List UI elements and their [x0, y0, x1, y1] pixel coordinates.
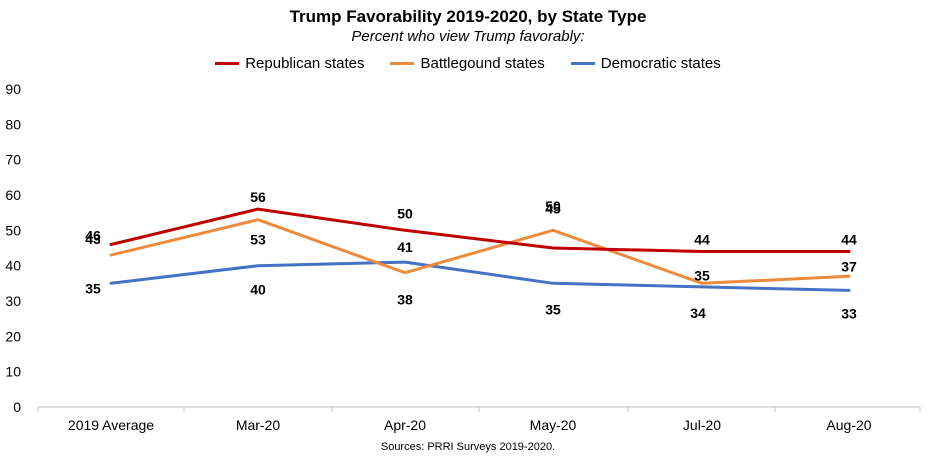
data-label: 40	[250, 282, 266, 298]
data-label: 41	[397, 239, 413, 255]
data-label: 46	[85, 227, 101, 243]
chart-subtitle: Percent who view Trump favorably:	[351, 28, 585, 45]
y-tick-label: 20	[5, 328, 21, 344]
legend-item-battleground: Battlegound states	[390, 55, 545, 72]
source-note: Sources: PRRI Surveys 2019-2020.	[380, 441, 556, 453]
data-label: 35	[694, 267, 710, 283]
x-tick-label: 2019 Average	[68, 417, 154, 433]
y-tick-label: 50	[5, 222, 21, 238]
legend-item-republican: Republican states	[215, 55, 364, 72]
y-tick-label: 90	[5, 81, 21, 97]
legend-item-democratic: Democratic states	[570, 55, 721, 72]
y-tick-label: 10	[5, 364, 21, 380]
data-label: 35	[545, 301, 561, 317]
data-label: 56	[250, 189, 266, 205]
y-tick-label: 60	[5, 187, 21, 203]
legend-label-democratic: Democratic states	[600, 55, 721, 72]
data-label: 44	[841, 232, 857, 248]
data-label: 43	[85, 231, 101, 247]
data-label: 44	[694, 232, 710, 248]
legend: Republican states Battlegound states Dem…	[0, 55, 936, 72]
x-tick-label: May-20	[530, 417, 577, 433]
x-tick-label: Mar-20	[236, 417, 281, 433]
data-label: 45	[545, 200, 561, 216]
data-label: 33	[841, 305, 857, 321]
legend-label-republican: Republican states	[245, 55, 365, 72]
data-label: 38	[397, 292, 413, 308]
y-tick-label: 40	[5, 258, 21, 274]
data-label: 37	[841, 258, 857, 274]
legend-swatch-republican	[215, 62, 240, 65]
x-tick-label: Jul-20	[683, 417, 721, 433]
chart-title: Trump Favorability 2019-2020, by State T…	[289, 7, 647, 26]
x-tick-label: Apr-20	[384, 417, 426, 433]
legend-swatch-battleground	[390, 62, 415, 65]
legend-swatch-democratic	[570, 62, 595, 65]
data-label: 50	[545, 198, 561, 214]
y-tick-label: 70	[5, 152, 21, 168]
x-tick-label: Aug-20	[826, 417, 871, 433]
series-line	[109, 260, 851, 292]
data-label: 35	[85, 280, 101, 296]
series-line	[109, 207, 851, 253]
y-tick-label: 0	[13, 399, 21, 415]
y-tick-label: 30	[5, 293, 21, 309]
data-label: 50	[397, 205, 413, 221]
data-label: 53	[250, 232, 266, 248]
legend-label-battleground: Battlegound states	[420, 55, 545, 72]
series-line	[109, 218, 851, 285]
y-tick-label: 80	[5, 116, 21, 132]
data-label: 34	[690, 305, 706, 321]
